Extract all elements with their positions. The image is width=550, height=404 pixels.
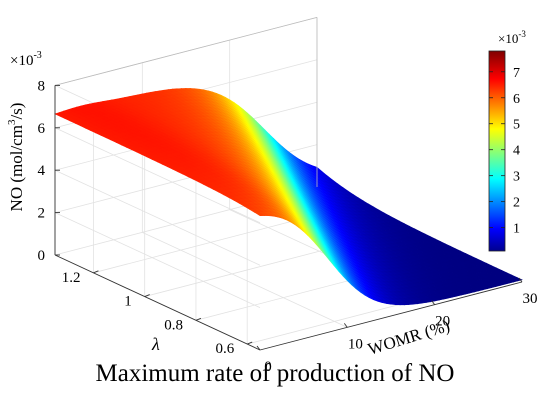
figure-caption: Maximum rate of production of NO (95, 360, 455, 387)
y-tick-label: 1.2 (62, 270, 81, 286)
x-tick-label: 0 (264, 359, 272, 375)
surface (54, 88, 523, 306)
z-tick-label: 8 (38, 78, 46, 94)
x-tick-label: 10 (348, 336, 363, 352)
colorbar-exponent-label: ×10-3 (498, 29, 526, 46)
x-tick-label: 30 (523, 291, 538, 307)
z-tick-label: 4 (38, 163, 46, 179)
y-axis-label: λ (151, 334, 160, 354)
y-tick-label: 1 (124, 294, 132, 310)
surface-patch (253, 211, 266, 217)
tick-labels: 0 2 4 6 8 1.2 1 0.8 0.6 0 10 20 30 (38, 78, 538, 375)
z-axis-label: NO (mol/cm3/s) (6, 103, 26, 212)
z-exponent-label: ×10-3 (10, 50, 42, 69)
x-tick-label: 20 (435, 314, 450, 330)
colorbar-tick-label: 4 (513, 144, 520, 159)
z-tick-label: 2 (38, 206, 46, 222)
colorbar-tick-label: 1 (513, 222, 520, 237)
axes (54, 17, 523, 351)
z-tick-label: 6 (38, 121, 46, 137)
colorbar-ticks: 1 2 3 4 5 6 7 (489, 66, 520, 237)
colorbar-tick-label: 6 (513, 92, 520, 107)
colorbar-tick-label: 2 (513, 196, 520, 211)
colorbar-tick-label: 5 (513, 118, 520, 133)
z-tick-label: 0 (38, 248, 46, 264)
y-tick-label: 0.6 (215, 341, 234, 357)
colorbar (488, 50, 506, 252)
colorbar-tick-label: 3 (513, 170, 520, 185)
x-axis-label: WOMR (%) (366, 316, 452, 359)
colorbar-tick-label: 7 (513, 66, 520, 81)
y-tick-label: 0.8 (164, 317, 183, 333)
